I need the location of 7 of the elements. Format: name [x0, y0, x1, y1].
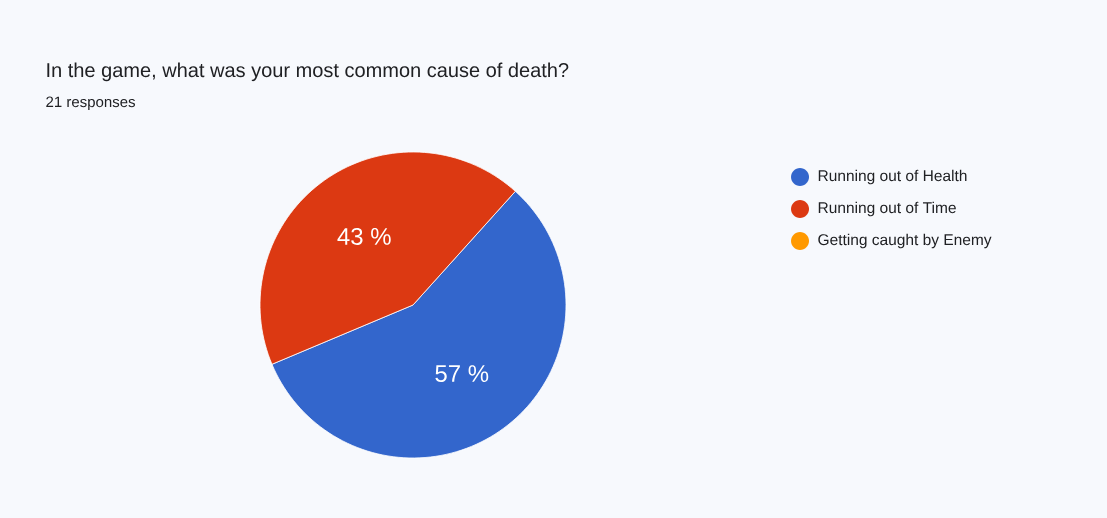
data-label: 43 % — [337, 227, 391, 245]
chart-title: In the game, what was your most common cause of death? — [47, 62, 569, 82]
data-label: 57 % — [435, 365, 489, 383]
legend-label: Running out of Health — [818, 169, 967, 185]
legend-label: Getting caught by Enemy — [818, 233, 992, 249]
text: 21 responses — [46, 96, 136, 111]
legend-label: Running out of Time — [818, 201, 956, 217]
